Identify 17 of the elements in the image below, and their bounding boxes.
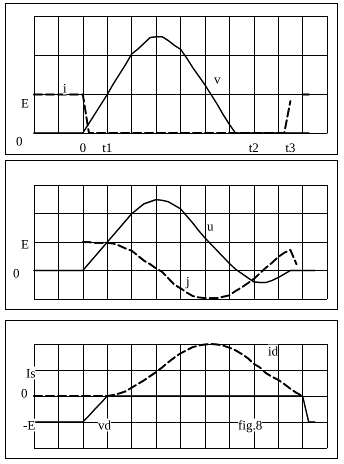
- x-tick-label: 0: [80, 140, 86, 155]
- annotation: fig.8: [238, 418, 262, 432]
- annotation: Is: [26, 366, 36, 380]
- x-tick-label: t3: [285, 140, 296, 155]
- x-tick-label: t2: [248, 140, 259, 155]
- annotation: v: [214, 72, 221, 86]
- text: E: [21, 96, 29, 110]
- annotation: id: [268, 344, 279, 358]
- annotation: vd: [98, 418, 112, 432]
- text: 0: [13, 266, 20, 280]
- annotation: u: [207, 218, 214, 234]
- annotation: -E: [23, 418, 36, 432]
- text: 0: [21, 386, 28, 400]
- x-tick-label: t1: [102, 140, 112, 155]
- annotation: j: [185, 274, 190, 288]
- annotation: i: [63, 80, 67, 96]
- text: E: [21, 236, 29, 252]
